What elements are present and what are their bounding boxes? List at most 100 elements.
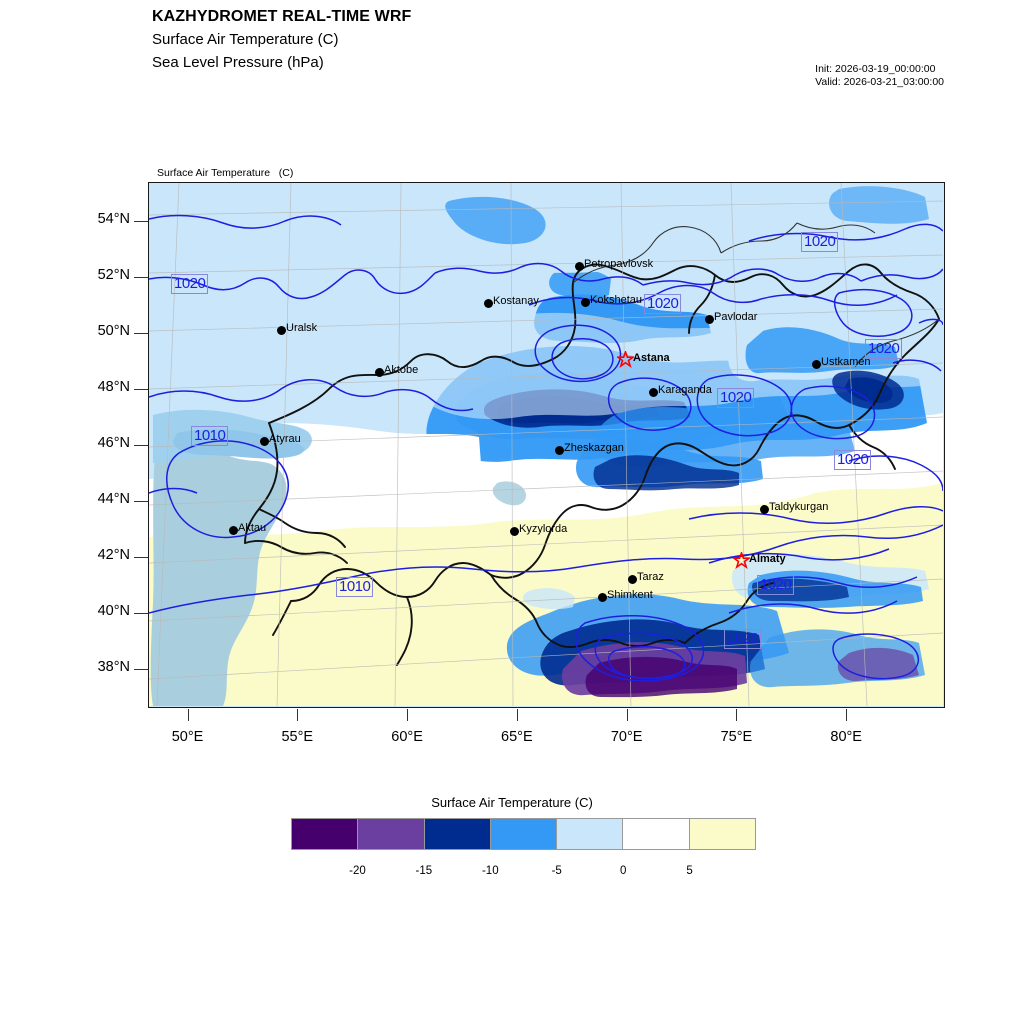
colorbar-tick-label: -20 [349,865,366,877]
city-dot-icon [276,325,286,335]
city-label: Petropavlovsk [584,258,654,270]
colorbar-tick-label: 5 [686,865,693,877]
lon-tick-label: 75°E [720,729,753,745]
pressure-contour-label: 1020 [757,575,795,595]
colorbar-title: Surface Air Temperature (C) [431,795,593,810]
colorbar-segment [490,819,558,849]
city-dot-icon [627,574,637,584]
city-label: Kokshetau [590,294,642,306]
pressure-contour-label: 1020 [834,450,872,470]
city-label: Atyrau [269,433,301,445]
capital-star-icon [731,550,752,569]
city-label: Almaty [749,553,786,565]
colorbar-segment [689,819,755,849]
city-label: Uralsk [286,322,318,334]
colorbar-segment [623,819,690,849]
city-dot-icon [580,297,590,307]
pressure-contour-label: 1020 [801,232,839,252]
lat-tick-label: 48°N [97,379,130,396]
map-plot-area: Petropavlovsk Kostanay Kokshetau Pavlodar Ur… [148,182,945,708]
city-dot-icon [509,526,519,536]
city-label: Astana [633,352,670,364]
colorbar-segment [557,819,624,849]
colorbar-segment [358,819,425,849]
colorbar-tick-label: -10 [481,865,499,877]
lat-tick-mark [134,333,148,335]
model-run-info: Init: 2026-03-19_00:00:00 Valid: 2026-03… [815,63,944,89]
lat-tick-mark [134,556,148,558]
lat-tick-label: 44°N [97,490,130,507]
city-dot-icon [597,592,607,602]
city-label: Taraz [637,571,664,583]
lat-tick-mark [134,612,148,614]
plot-caption-line1: Surface Air Temperature (C) [157,167,294,179]
colorbar [291,818,756,850]
pressure-contour-label: 1020 [644,294,682,314]
lon-tick-mark [297,709,299,721]
city-label: Zheskazgan [564,442,624,454]
city-dot-icon [259,436,269,446]
city-label: Pavlodar [714,311,758,323]
lon-tick-label: 60°E [391,729,423,745]
lon-tick-label: 65°E [501,729,533,745]
lat-tick-label: 46°N [97,435,130,451]
capital-star-icon [615,349,636,368]
lat-tick-label: 42°N [97,546,130,563]
city-label: Aktobe [384,364,419,376]
colorbar-segment [292,819,359,849]
pressure-contour-label: 1020 [171,274,209,294]
city-label: Taldykurgan [769,501,829,513]
city-label: Kostanay [493,295,539,307]
city-label: Aktau [238,522,267,534]
pressure-contour-label: 1010 [336,577,374,597]
lon-tick-mark [626,709,628,721]
valid-timestamp: Valid: 2026-03-21_03:00:00 [815,76,944,88]
colorbar-tick-label: 0 [619,865,627,877]
lon-tick-label: 50°E [171,729,204,745]
lat-tick-label: 40°N [97,602,130,619]
pressure-contour-label: 1020 [865,339,903,359]
map-canvas [149,183,943,706]
city-dot-icon [648,387,658,397]
city-label: Ustkamen [821,356,871,368]
colorbar-segment [424,819,491,849]
city-dot-icon [574,261,584,271]
header-subtitle-temperature: Surface Air Temperature (C) [152,31,339,48]
page-title: KAZHYDROMET REAL-TIME WRF [152,8,412,25]
lon-tick-mark [736,709,738,721]
lat-tick-label: 38°N [97,658,130,675]
lat-tick-mark [134,500,148,502]
city-dot-icon [483,298,493,308]
city-dot-icon [759,504,769,514]
city-label: Kyzylorda [519,523,568,535]
lon-tick-label: 70°E [610,729,643,745]
city-label: Karaganda [658,384,712,396]
lat-tick-mark [134,277,148,279]
city-dot-icon [554,445,564,455]
init-timestamp: Init: 2026-03-19_00:00:00 [815,63,936,75]
pressure-contour-label: 1020 [724,629,762,649]
city-dot-icon [374,367,384,377]
city-dot-icon [704,314,714,324]
lon-tick-label: 80°E [830,729,862,745]
city-dot-icon [228,525,238,535]
lon-tick-mark [407,709,409,721]
lon-tick-mark [516,709,518,721]
lat-tick-mark [134,389,148,391]
lon-tick-mark [846,709,848,721]
colorbar-tick-label: -5 [551,865,562,877]
pressure-contour-label: 1010 [191,426,229,446]
colorbar-tick-label: -15 [415,865,433,877]
pressure-contour-label: 1020 [717,388,755,408]
lat-tick-mark [134,221,148,223]
city-dot-icon [811,359,821,369]
lat-tick-mark [134,445,148,446]
lon-tick-label: 55°E [281,729,314,745]
city-label: Shimkent [607,589,653,601]
lat-tick-label: 50°N [97,323,130,340]
header-subtitle-pressure: Sea Level Pressure (hPa) [152,54,324,71]
lat-tick-label: 54°N [97,211,130,228]
lat-tick-label: 52°N [97,267,130,284]
lat-tick-mark [134,668,148,670]
